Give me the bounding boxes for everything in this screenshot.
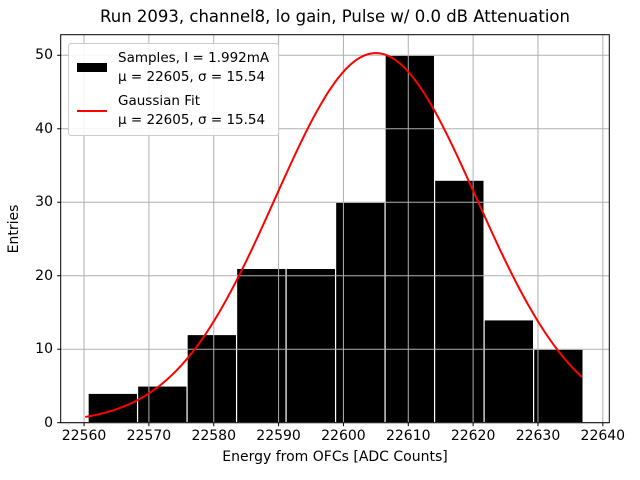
- x-tick-label: 22640: [580, 428, 626, 444]
- legend-entry-samples: Samples, I = 1.992mA μ = 22605, σ = 15.5…: [76, 49, 269, 86]
- x-tick-label: 22600: [321, 428, 366, 444]
- histogram-bar: [433, 179, 485, 424]
- y-tick-label: 20: [35, 267, 53, 284]
- x-tick-label: 22560: [61, 428, 107, 444]
- y-tick-label: 40: [35, 120, 53, 137]
- legend-samples-stats: μ = 22605, σ = 15.54: [118, 68, 266, 85]
- legend-gaussian-label: Gaussian Fit: [118, 93, 201, 109]
- y-tick-label: 0: [44, 414, 53, 431]
- legend-gaussian-stats: μ = 22605, σ = 15.54: [118, 111, 266, 128]
- legend-entry-gaussian-fit: Gaussian Fit μ = 22605, σ = 15.54: [76, 92, 269, 129]
- x-tick-label: 22620: [450, 428, 496, 444]
- x-tick-label: 22570: [126, 428, 172, 444]
- x-tick-label: 22580: [191, 428, 237, 444]
- y-tick-label: 50: [35, 47, 53, 64]
- histogram-bar: [483, 319, 535, 424]
- histogram-bar: [186, 333, 238, 424]
- samples-patch-icon: [77, 63, 107, 72]
- chart-title: Run 2093, channel8, lo gain, Pulse w/ 0.…: [100, 7, 570, 26]
- gaussian-line-icon: [77, 109, 107, 112]
- x-tick-label: 22590: [256, 428, 301, 444]
- gaussian-fit-curve: [84, 52, 583, 418]
- axes-spines: [60, 34, 610, 424]
- x-axis-label: Energy from OFCs [ADC Counts]: [222, 449, 448, 465]
- histogram-bar: [384, 54, 436, 424]
- x-tick-label: 22610: [385, 428, 431, 444]
- legend: Samples, I = 1.992mA μ = 22605, σ = 15.5…: [68, 43, 280, 136]
- y-tick-label: 10: [35, 341, 53, 358]
- y-axis-label: Entries: [6, 204, 22, 254]
- histogram-bar: [87, 392, 139, 424]
- histogram-bar: [285, 267, 337, 424]
- histogram-bar: [235, 267, 287, 424]
- x-tick-label: 22630: [515, 428, 561, 444]
- histogram-bar: [136, 385, 188, 424]
- y-tick-label: 30: [35, 194, 53, 211]
- histogram-bar: [532, 348, 584, 424]
- legend-samples-label: Samples, I = 1.992mA: [118, 50, 270, 66]
